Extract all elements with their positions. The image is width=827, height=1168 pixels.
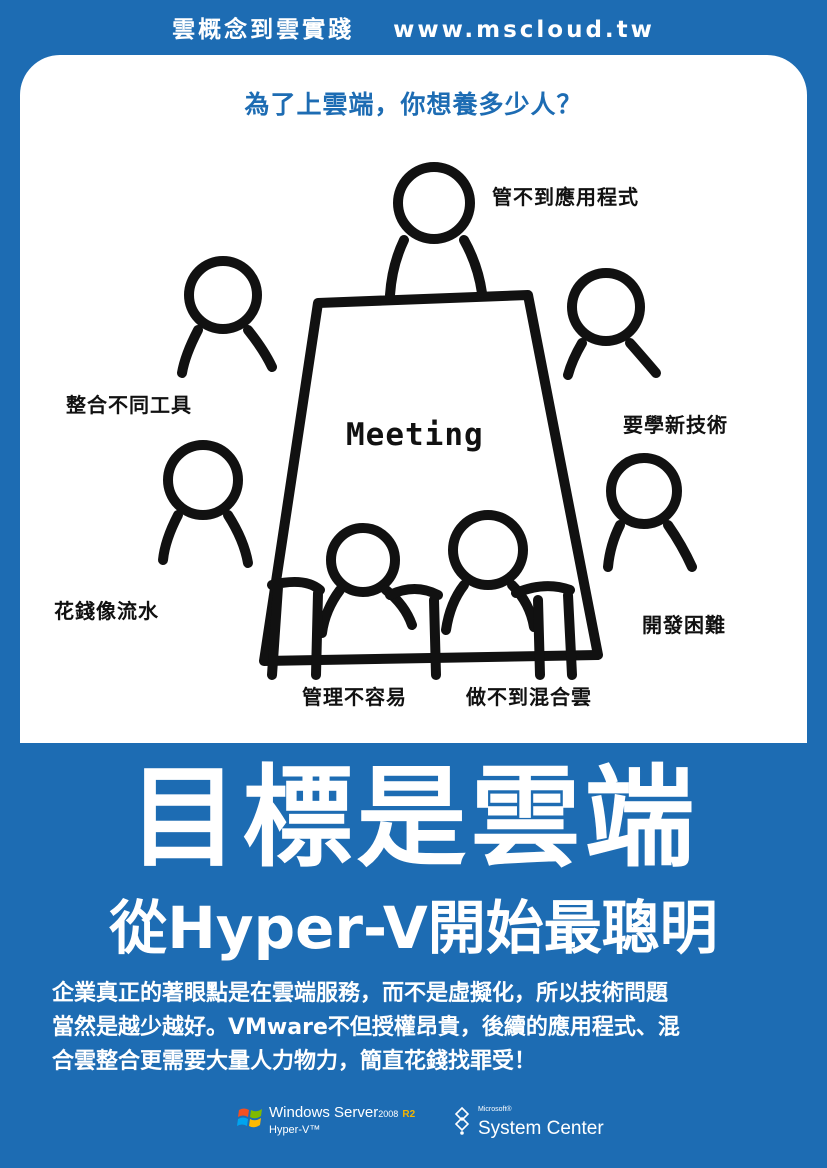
label-hard-management: 管理不容易 [302,685,407,709]
person-front-right [441,510,577,680]
label-integrate-tools: 整合不同工具 [66,393,192,417]
label-no-hybrid-cloud: 做不到混合雲 [466,685,592,709]
person-front-left [267,523,443,680]
label-no-app-control: 管不到應用程式 [492,185,639,209]
system-center-logo-icon [454,1106,470,1135]
windows-server-name: Windows Server [269,1104,379,1121]
label-hard-development: 開發困難 [642,613,726,637]
body-line: 合雲整合更需要大量人力物力，簡直花錢找罪受！ [52,1049,537,1074]
label-learn-new-tech: 要學新技術 [623,413,728,437]
meeting-illustration [158,162,697,680]
footer-logos: Windows Server2008 R2 Hyper-V™ Microsoft… [0,1098,827,1148]
body-line: 企業真正的著眼點是在雲端服務，而不是虛擬化，所以技術問題 [52,981,669,1006]
person-lower-right [603,453,697,572]
system-center-logo: Microsoft® System Center [452,1106,604,1140]
main-headline: 目標是雲端 [128,754,699,882]
top-banner: 雲概念到雲實踐 www.mscloud.tw [0,8,827,52]
person-upper-right [563,268,661,380]
sub-headline: 從Hyper-V開始最聰明 [109,894,718,962]
person-upper-left [177,256,277,378]
website-url[interactable]: www.mscloud.tw [393,17,655,43]
system-center-vendor: Microsoft® [478,1106,512,1113]
meeting-table [259,290,603,666]
windows-server-sub: Hyper-V™ [269,1124,321,1136]
windows-server-edition: R2 [402,1109,416,1120]
brand-tagline: 雲概念到雲實踐 [172,17,355,43]
windows-flag-icon [237,1108,262,1128]
windows-server-year: 2008 [378,1109,399,1119]
label-costly: 花錢像流水 [54,599,159,623]
person-lower-left [158,440,253,568]
question-heading: 為了上雲端，你想養多少人？ [244,90,583,119]
person-top [385,162,487,300]
body-line: 當然是越少越好。VMware不但授權昂貴，後續的應用程式、混 [52,1015,680,1040]
table-label: Meeting [346,417,484,453]
illustration-panel: 為了上雲端，你想養多少人？ [20,55,807,743]
system-center-name: System Center [478,1118,604,1139]
body-paragraph: 企業真正的著眼點是在雲端服務，而不是虛擬化，所以技術問題 當然是越少越好。VMw… [52,977,792,1079]
